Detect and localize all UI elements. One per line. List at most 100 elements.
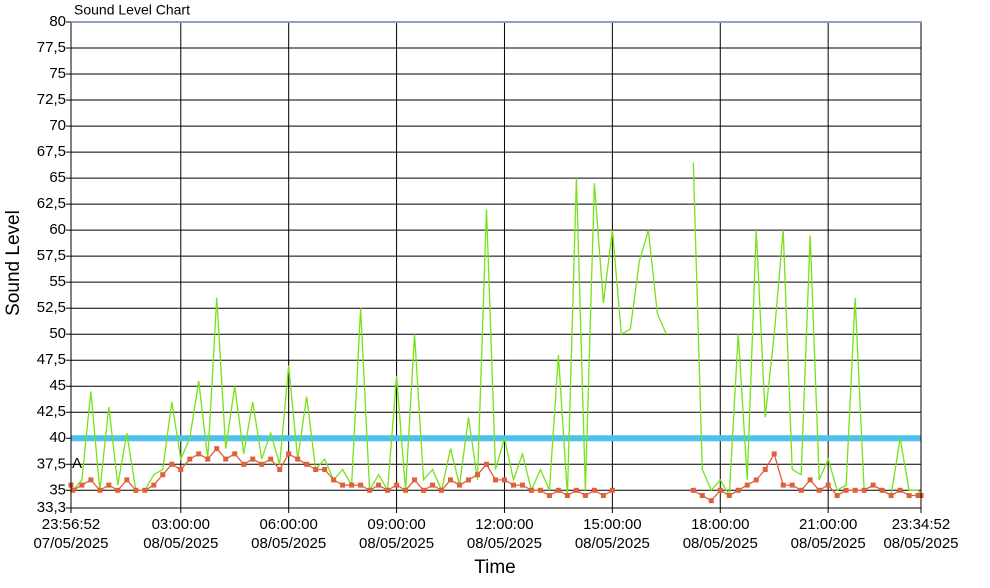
marker bbox=[196, 451, 202, 457]
marker bbox=[97, 487, 103, 493]
marker bbox=[376, 482, 382, 488]
marker bbox=[609, 487, 615, 493]
marker bbox=[133, 487, 139, 493]
marker bbox=[79, 482, 85, 488]
marker bbox=[88, 477, 94, 483]
marker bbox=[555, 487, 561, 493]
marker bbox=[331, 477, 337, 483]
marker bbox=[430, 482, 436, 488]
marker bbox=[708, 498, 714, 504]
y-axis-label: Sound Level bbox=[3, 210, 24, 316]
x-tick-label: 21:00:00 08/05/2025 bbox=[790, 516, 866, 552]
marker bbox=[789, 482, 795, 488]
marker bbox=[259, 461, 265, 467]
marker bbox=[825, 482, 831, 488]
marker bbox=[546, 493, 552, 499]
marker bbox=[474, 472, 480, 478]
marker bbox=[690, 487, 696, 493]
marker bbox=[232, 451, 238, 457]
marker bbox=[250, 456, 256, 462]
marker bbox=[412, 477, 418, 483]
marker bbox=[915, 493, 921, 499]
marker bbox=[726, 493, 732, 499]
marker bbox=[537, 487, 543, 493]
annotation: A bbox=[72, 455, 82, 472]
marker bbox=[385, 487, 391, 493]
marker bbox=[169, 461, 175, 467]
marker bbox=[888, 493, 894, 499]
marker bbox=[304, 461, 310, 467]
marker bbox=[798, 487, 804, 493]
marker bbox=[214, 446, 220, 452]
marker bbox=[295, 456, 301, 462]
y-tick-label: 42,5 bbox=[37, 403, 66, 420]
marker bbox=[735, 487, 741, 493]
marker bbox=[699, 493, 705, 499]
y-tick-label: 70 bbox=[49, 117, 66, 134]
marker bbox=[483, 461, 489, 467]
x-tick-label: 06:00:00 08/05/2025 bbox=[251, 516, 327, 552]
y-tick-label: 55 bbox=[49, 273, 66, 290]
marker bbox=[403, 487, 409, 493]
marker bbox=[492, 477, 498, 483]
marker bbox=[582, 493, 588, 499]
x-tick-label: 23:56:52 07/05/2025 bbox=[33, 516, 109, 552]
marker bbox=[142, 487, 148, 493]
marker bbox=[322, 466, 328, 472]
marker bbox=[897, 487, 903, 493]
y-tick-label: 62,5 bbox=[37, 195, 66, 212]
marker bbox=[439, 487, 445, 493]
marker bbox=[124, 477, 130, 483]
marker bbox=[106, 482, 112, 488]
x-tick-label: 18:00:00 08/05/2025 bbox=[682, 516, 758, 552]
marker bbox=[223, 456, 229, 462]
marker bbox=[744, 482, 750, 488]
marker bbox=[151, 482, 157, 488]
y-tick-label: 77,5 bbox=[37, 39, 66, 56]
y-tick-label: 60 bbox=[49, 221, 66, 238]
marker bbox=[852, 487, 858, 493]
marker bbox=[277, 466, 283, 472]
marker bbox=[870, 482, 876, 488]
x-tick-label: 15:00:00 08/05/2025 bbox=[574, 516, 650, 552]
y-tick-label: 33,3 bbox=[37, 499, 66, 516]
marker bbox=[600, 493, 606, 499]
marker bbox=[466, 477, 472, 483]
marker bbox=[843, 487, 849, 493]
marker bbox=[528, 487, 534, 493]
y-tick-label: 37,5 bbox=[37, 455, 66, 472]
y-tick-label: 47,5 bbox=[37, 351, 66, 368]
marker bbox=[367, 487, 373, 493]
marker bbox=[457, 482, 463, 488]
marker bbox=[286, 451, 292, 457]
x-tick-label: 09:00:00 08/05/2025 bbox=[359, 516, 435, 552]
marker bbox=[421, 487, 427, 493]
chart-title: Sound Level Chart bbox=[74, 2, 190, 18]
x-tick-label: 23:34:52 08/05/2025 bbox=[883, 516, 959, 552]
y-tick-label: 35 bbox=[49, 481, 66, 498]
marker bbox=[564, 493, 570, 499]
marker bbox=[340, 482, 346, 488]
marker bbox=[501, 477, 507, 483]
marker bbox=[717, 487, 723, 493]
marker bbox=[519, 482, 525, 488]
marker bbox=[313, 466, 319, 472]
marker bbox=[349, 482, 355, 488]
marker bbox=[394, 482, 400, 488]
marker bbox=[834, 493, 840, 499]
marker bbox=[762, 466, 768, 472]
marker bbox=[448, 477, 454, 483]
marker bbox=[187, 456, 193, 462]
marker bbox=[205, 456, 211, 462]
marker bbox=[178, 466, 184, 472]
y-tick-label: 52,5 bbox=[37, 299, 66, 316]
y-tick-label: 45 bbox=[49, 377, 66, 394]
y-tick-label: 57,5 bbox=[37, 247, 66, 264]
x-tick-label: 03:00:00 08/05/2025 bbox=[143, 516, 219, 552]
marker bbox=[771, 451, 777, 457]
marker bbox=[510, 482, 516, 488]
marker bbox=[241, 461, 247, 467]
marker bbox=[861, 487, 867, 493]
marker bbox=[268, 456, 274, 462]
